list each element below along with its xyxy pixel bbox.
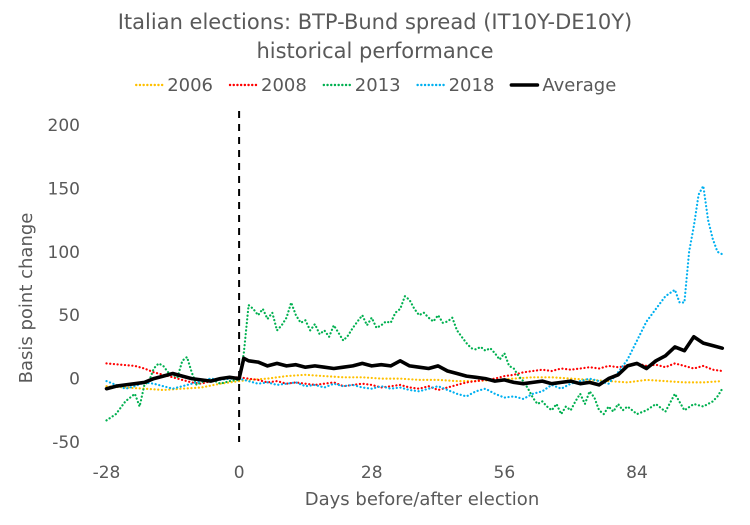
series-line-2013 — [105, 295, 724, 422]
chart-subtitle: historical performance — [256, 39, 493, 63]
legend-label-2008: 2008 — [261, 75, 307, 96]
y-tick-label: 150 — [48, 179, 80, 199]
x-axis-title: Days before/after election — [305, 489, 539, 510]
series-line-2006 — [105, 373, 724, 392]
y-axis-title: Basis point change — [16, 213, 37, 384]
x-tick-label: 0 — [234, 463, 245, 483]
x-tick-label: -28 — [93, 463, 121, 483]
x-tick-label: 84 — [626, 463, 648, 483]
legend: 2006 2008 2013 2018 Average — [134, 75, 616, 96]
series-line-average — [104, 334, 725, 391]
y-tick-label: -50 — [52, 433, 80, 453]
y-axis-ticks: -50 0 50 100 150 200 — [48, 116, 80, 453]
legend-label-2006: 2006 — [167, 75, 213, 96]
y-tick-label: 0 — [69, 370, 80, 390]
legend-label-2013: 2013 — [355, 75, 401, 96]
legend-label-average: Average — [542, 75, 616, 96]
x-axis-ticks: -28 0 28 56 84 — [93, 463, 648, 483]
y-tick-label: 200 — [48, 116, 80, 136]
x-tick-label: 56 — [494, 463, 516, 483]
y-tick-label: 50 — [58, 306, 80, 326]
series-layer — [104, 184, 725, 422]
chart-title: Italian elections: BTP-Bund spread (IT10… — [118, 10, 633, 34]
legend-label-2018: 2018 — [449, 75, 495, 96]
y-tick-label: 100 — [48, 243, 80, 263]
x-tick-label: 28 — [361, 463, 383, 483]
